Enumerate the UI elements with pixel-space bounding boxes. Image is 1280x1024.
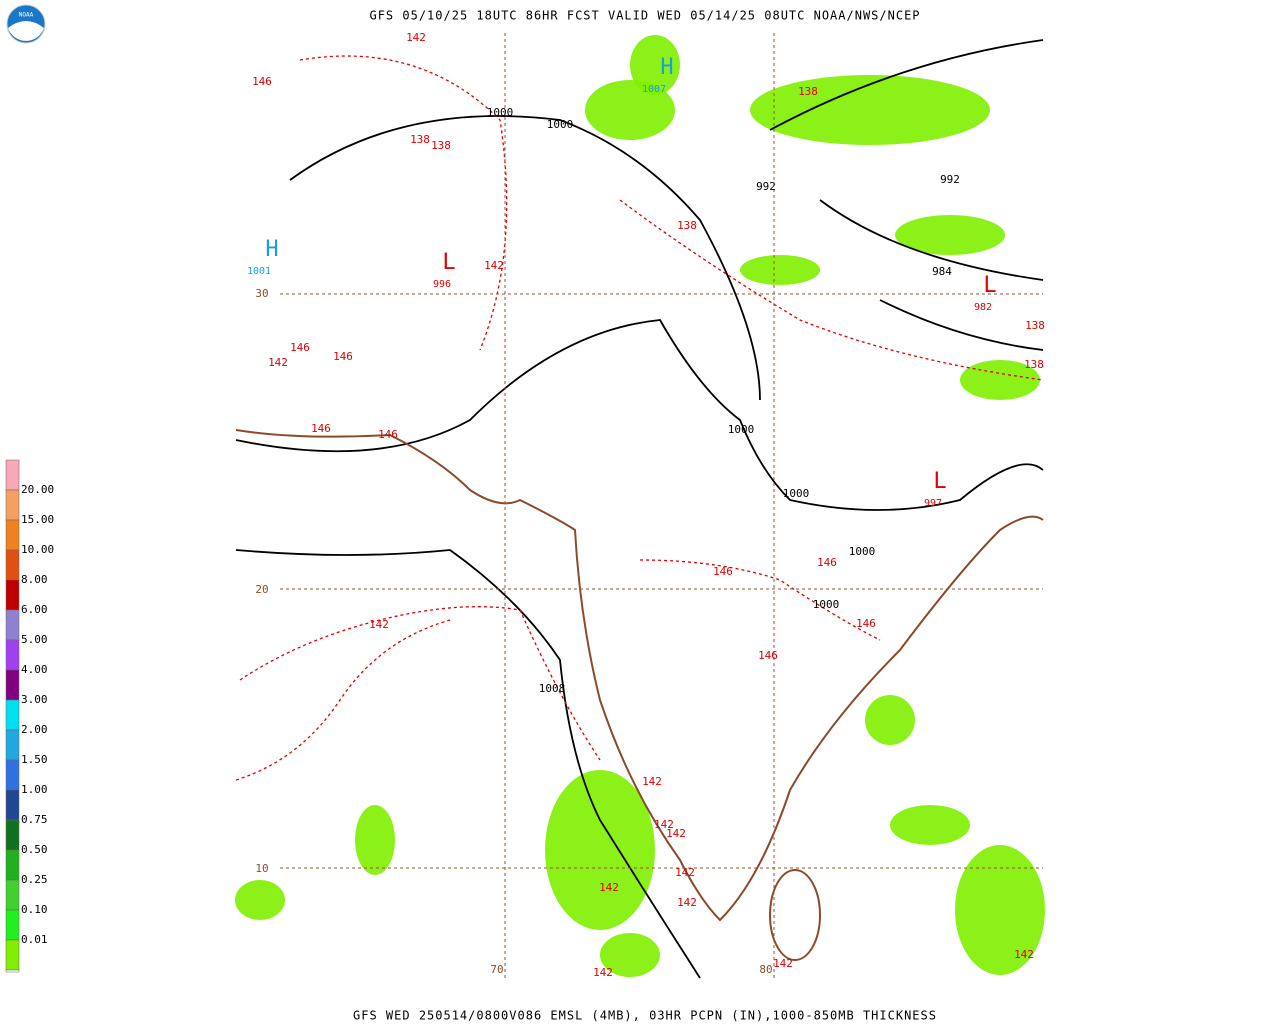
pressure-label: 1000 — [547, 118, 574, 131]
legend-label: 20.00 — [21, 483, 54, 496]
legend-swatch — [5, 819, 20, 851]
legend-label: 0.25 — [21, 873, 48, 886]
thickness-label: 142 — [642, 775, 662, 788]
grid-label: 20 — [255, 583, 268, 596]
map: 30 20 10 70 80 1000 1000 992 992 984 1000 1000 1000 1… — [235, 31, 1045, 979]
pressure-label: 1000 — [728, 423, 755, 436]
thickness-label: 142 — [773, 957, 793, 970]
high-value: 1007 — [642, 84, 666, 95]
thickness-label: 142 — [369, 618, 389, 631]
pressure-label: 1008 — [539, 682, 566, 695]
thickness-label: 146 — [252, 75, 272, 88]
low-value: 982 — [974, 302, 992, 313]
thickness-label: 142 — [268, 356, 288, 369]
pressure-label: 1000 — [487, 106, 514, 119]
thickness-label: 142 — [599, 881, 619, 894]
logo-text: NOAA — [19, 12, 34, 19]
legend-swatch — [5, 549, 20, 581]
thickness-label: 142 — [406, 31, 426, 44]
legend-swatch — [5, 729, 20, 761]
thickness-label: 146 — [817, 556, 837, 569]
grid-label: 80 — [759, 963, 772, 976]
legend-label: 0.50 — [21, 843, 48, 856]
legend-label: 0.01 — [21, 933, 48, 946]
legend-swatch — [5, 759, 20, 791]
legend-swatch — [5, 489, 20, 521]
thickness-label: 138 — [410, 133, 430, 146]
pressure-label: 992 — [940, 173, 960, 186]
low-symbol: L — [933, 469, 946, 494]
thickness-label: 138 — [798, 85, 818, 98]
thickness-label: 146 — [333, 350, 353, 363]
low-value: 996 — [433, 279, 451, 290]
thickness-label: 146 — [856, 617, 876, 630]
legend-label: 4.00 — [21, 663, 48, 676]
low-value: 997 — [924, 498, 942, 509]
legend-label: 1.00 — [21, 783, 48, 796]
legend-swatch — [5, 579, 20, 611]
legend-swatch — [5, 879, 20, 911]
thickness-label: 142 — [666, 827, 686, 840]
legend-swatch — [5, 789, 20, 821]
thickness-label: 146 — [758, 649, 778, 662]
pressure-label: 992 — [756, 180, 776, 193]
grid-label: 10 — [255, 862, 268, 875]
legend-swatch — [5, 909, 20, 941]
thickness-label: 138 — [431, 139, 451, 152]
thickness-label: 138 — [1024, 358, 1044, 371]
thickness-label: 142 — [593, 966, 613, 979]
pressure-label: 1000 — [783, 487, 810, 500]
legend-swatch — [5, 969, 20, 973]
legend-swatch — [5, 459, 20, 491]
thickness-label: 146 — [713, 565, 733, 578]
thickness-label: 142 — [675, 866, 695, 879]
legend-swatch — [5, 639, 20, 671]
thickness-label: 146 — [290, 341, 310, 354]
precip-areas — [235, 35, 1045, 977]
thickness-label: 146 — [311, 422, 331, 435]
low-symbol: L — [442, 250, 455, 275]
legend-swatch — [5, 939, 20, 971]
legend-swatch — [5, 519, 20, 551]
isobars — [235, 39, 1044, 979]
thickness-label: 142 — [484, 259, 504, 272]
map-title: GFS 05/10/25 18UTC 86HR FCST VALID WED 0… — [369, 9, 920, 23]
legend-label: 2.00 — [21, 723, 48, 736]
logo: NOAA — [6, 4, 46, 44]
legend: 20.00 15.00 10.00 8.00 6.00 5.00 4.00 3.00 2.00 1… — [5, 459, 54, 973]
pressure-label: 984 — [932, 265, 952, 278]
thickness-label: 142 — [654, 818, 674, 831]
legend-swatch — [5, 699, 20, 731]
legend-swatch — [5, 609, 20, 641]
thickness-label: 138 — [677, 219, 697, 232]
legend-swatch — [5, 849, 20, 881]
pressure-label: 1000 — [813, 598, 840, 611]
high-symbol: H — [265, 237, 278, 262]
thickness-contours — [235, 55, 1044, 781]
thickness-label: 146 — [378, 428, 398, 441]
legend-label: 6.00 — [21, 603, 48, 616]
legend-label: 10.00 — [21, 543, 54, 556]
grid-label: 70 — [490, 963, 503, 976]
footer-text: GFS WED 250514/0800V086 EMSL (4MB), 03HR… — [353, 1009, 937, 1023]
legend-label: 8.00 — [21, 573, 48, 586]
thickness-label: 142 — [677, 896, 697, 909]
legend-label: 5.00 — [21, 633, 48, 646]
legend-swatch — [5, 669, 20, 701]
legend-label: 0.10 — [21, 903, 48, 916]
legend-label: 1.50 — [21, 753, 48, 766]
coastline — [235, 429, 1044, 961]
legend-label: 0.75 — [21, 813, 48, 826]
grid-label: 30 — [255, 287, 268, 300]
thickness-label: 142 — [1014, 948, 1034, 961]
thickness-label: 138 — [1025, 319, 1045, 332]
high-value: 1001 — [247, 266, 271, 277]
low-symbol: L — [983, 273, 996, 298]
high-symbol: H — [660, 55, 673, 80]
legend-label: 15.00 — [21, 513, 54, 526]
legend-label: 3.00 — [21, 693, 48, 706]
pressure-label: 1000 — [849, 545, 876, 558]
